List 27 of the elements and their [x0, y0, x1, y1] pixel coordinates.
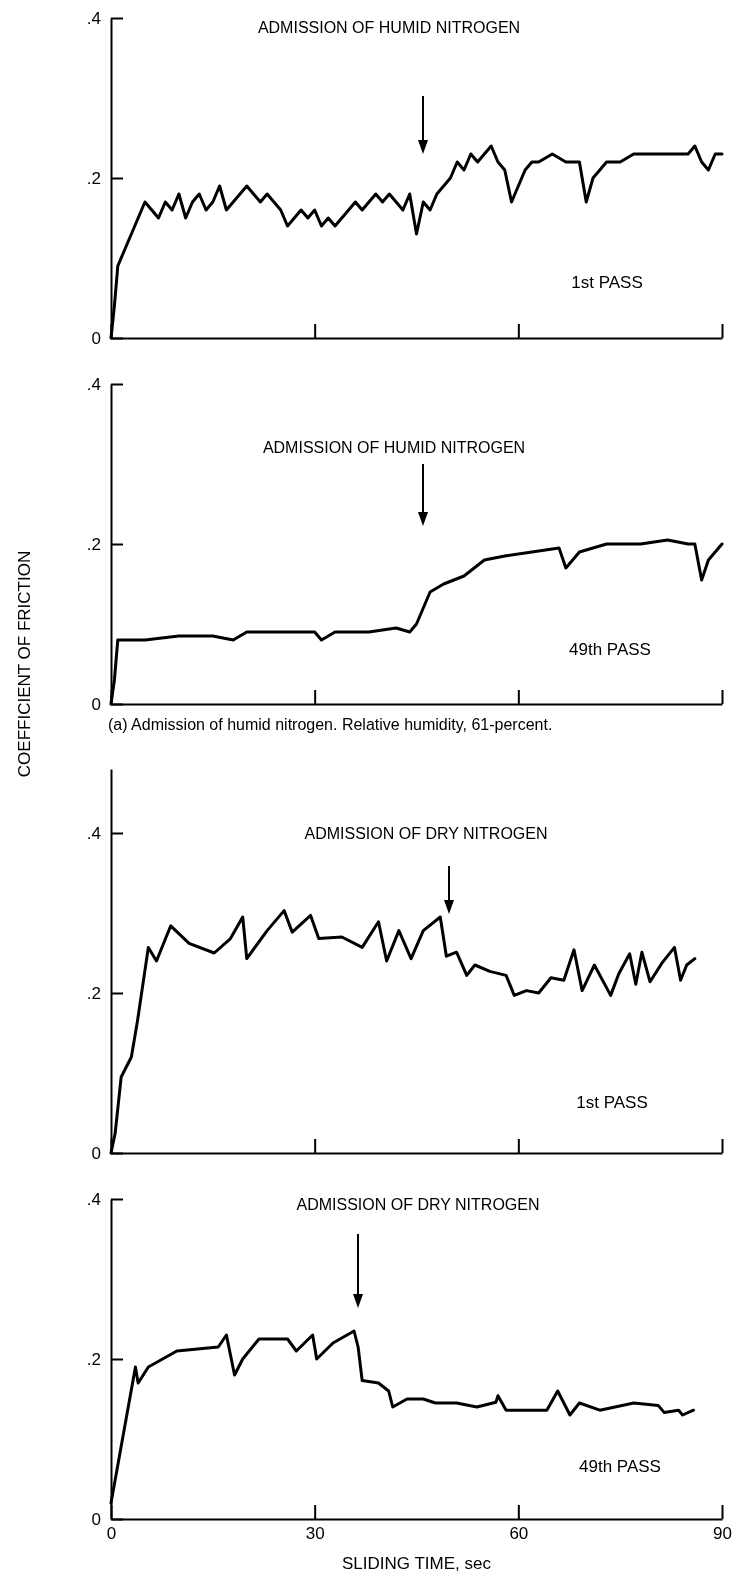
x-tick-label: 90 — [713, 1524, 732, 1544]
annotation: ADMISSION OF HUMID NITROGEN — [262, 439, 526, 456]
x-tick-label: 0 — [106, 1524, 117, 1544]
y-tick-label: .2 — [86, 983, 101, 1003]
y-tick-label: 0 — [91, 694, 101, 714]
y-tick-label: .4 — [86, 1189, 101, 1209]
annotation: 49th PASS — [579, 1457, 661, 1476]
annotation: 49th PASS — [569, 640, 651, 659]
y-tick-label: .2 — [86, 168, 101, 188]
annotation: ADMISSION OF DRY NITROGEN — [296, 1196, 540, 1213]
y-tick-label: .4 — [86, 8, 101, 28]
annotation: ADMISSION OF HUMID NITROGEN — [257, 19, 521, 36]
y-tick-label: 0 — [91, 1509, 101, 1529]
y-axis-title: COEFFICIENT OF FRICTION — [15, 550, 34, 778]
y-tick-label: 0 — [91, 328, 101, 348]
y-tick-label: .4 — [86, 374, 101, 394]
annotation: 1st PASS — [571, 273, 643, 292]
x-axis-title: SLIDING TIME, sec — [342, 1554, 492, 1573]
y-tick-label: 0 — [91, 1143, 101, 1163]
x-tick-label: 60 — [509, 1524, 529, 1544]
y-tick-label: .2 — [86, 1349, 101, 1369]
annotation: ADMISSION OF DRY NITROGEN — [304, 825, 548, 842]
y-tick-label: .2 — [86, 534, 101, 554]
y-tick-label: .4 — [86, 823, 101, 843]
x-tick-label: 30 — [305, 1524, 325, 1544]
annotation: 1st PASS — [576, 1093, 648, 1112]
text: (a) Admission of humid nitrogen. Relative humidity, 61-percent. — [108, 716, 553, 733]
